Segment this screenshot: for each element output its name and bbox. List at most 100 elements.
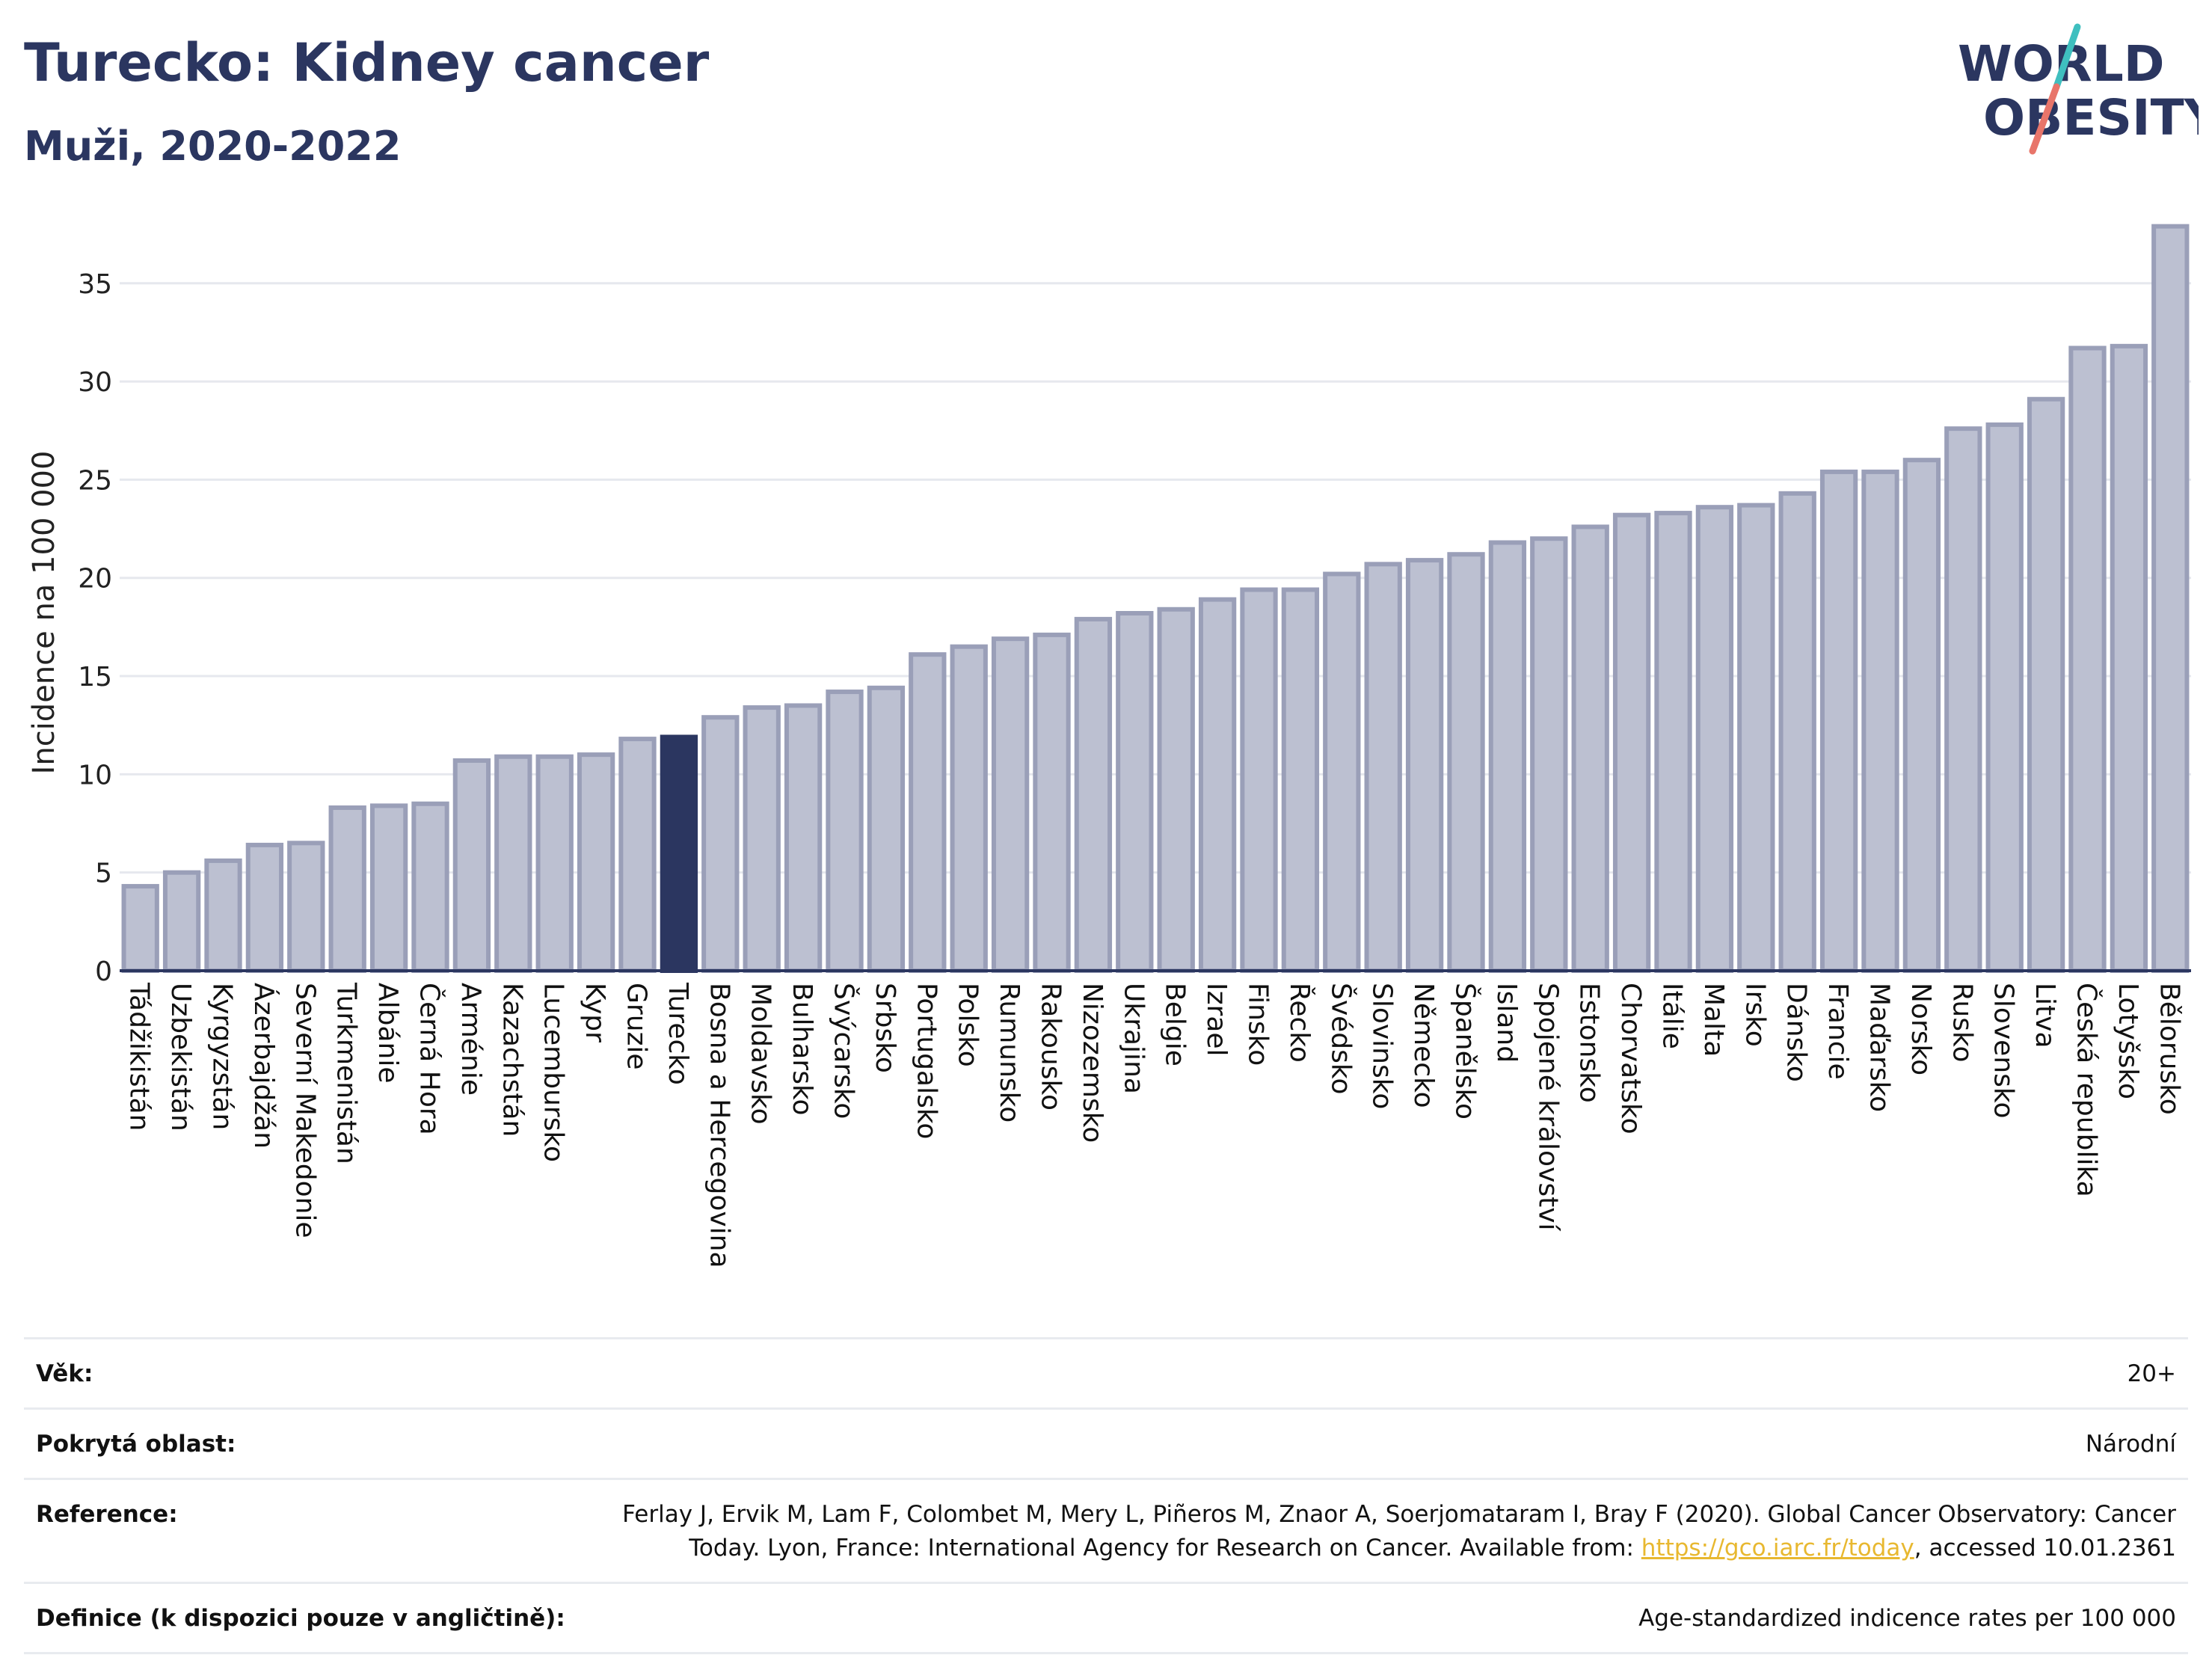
x-tick-label: Slovensko xyxy=(1988,983,2019,1119)
metadata-table: Věk: 20+ Pokrytá oblast: Národní Referen… xyxy=(24,1337,2188,1654)
bar xyxy=(1654,511,1692,973)
x-tick-label: Polsko xyxy=(953,983,983,1067)
bar xyxy=(1033,632,1071,974)
x-tick-label: Belgie xyxy=(1160,983,1191,1066)
bar xyxy=(950,644,988,973)
y-tick-label: 30 xyxy=(78,367,112,398)
y-tick-label: 10 xyxy=(78,760,112,790)
bar xyxy=(618,737,657,973)
x-tick-label: Island xyxy=(1491,983,1522,1063)
x-tick-label: Kyrgyzstán xyxy=(207,983,238,1130)
footer-value-reference: Ferlay J, Ervik M, Lam F, Colombet M, Me… xyxy=(568,1498,2176,1565)
footer-row-coverage: Pokrytá oblast: Národní xyxy=(24,1407,2188,1478)
bar-chart: 0 5 10 15 20 25 30 35 Tádžikistán Uzbekistán Kyrg… xyxy=(27,224,2191,1268)
x-tick-label: Irsko xyxy=(1739,983,1770,1047)
bar xyxy=(452,758,491,973)
bar xyxy=(287,841,325,974)
bar xyxy=(1157,607,1195,973)
x-tick-label: Ázerbajdžán xyxy=(248,983,280,1149)
x-tick-label: Nizozemsko xyxy=(1077,983,1107,1143)
bar xyxy=(991,636,1030,974)
x-tick-label: Švédsko xyxy=(1325,983,1357,1095)
chart-title: Turecko: Kidney cancer xyxy=(24,32,710,93)
bar xyxy=(535,754,574,973)
footer-value-age: 20+ xyxy=(2127,1360,2176,1387)
y-tick-label: 35 xyxy=(78,269,112,300)
x-tick-label: Finsko xyxy=(1243,983,1274,1066)
x-tick-label: Chorvatsko xyxy=(1615,983,1646,1134)
x-tick-label: Německo xyxy=(1408,983,1439,1108)
bar xyxy=(1819,469,1858,974)
x-tick-label: Kypr xyxy=(580,983,610,1043)
bar xyxy=(494,754,532,973)
bar xyxy=(1405,558,1444,974)
x-tick-label: Maďarsko xyxy=(1864,983,1895,1112)
bar xyxy=(1530,536,1568,974)
x-tick-label: Slovinsko xyxy=(1367,983,1398,1109)
bar xyxy=(867,685,906,974)
x-tick-label: Izrael xyxy=(1201,983,1232,1057)
x-tick-label: Švýcarsko xyxy=(829,983,860,1119)
bar xyxy=(245,842,284,973)
x-tick-label: Rakousko xyxy=(1036,983,1066,1111)
x-tick-label: Malta xyxy=(1698,983,1729,1057)
bar xyxy=(1737,503,1775,973)
x-tick-label: Tádžikistán xyxy=(124,982,155,1131)
footer-label-reference: Reference: xyxy=(36,1500,178,1528)
x-tick-label: Francie xyxy=(1822,983,1853,1080)
bar xyxy=(1612,512,1651,973)
x-tick-label: Estonsko xyxy=(1574,983,1605,1103)
footer-value-coverage: Národní xyxy=(2085,1430,2176,1458)
footer-label-coverage: Pokrytá oblast: xyxy=(36,1430,236,1458)
x-tick-label: Rusko xyxy=(1947,983,1977,1063)
bar xyxy=(1281,587,1320,973)
footer-row-age: Věk: 20+ xyxy=(24,1337,2188,1407)
bar xyxy=(328,805,366,974)
bar xyxy=(1364,562,1402,973)
x-tick-label: Kazachstán xyxy=(497,983,527,1137)
bar xyxy=(1778,491,1816,974)
reference-accessed: , accessed 10.01.2361 xyxy=(1914,1534,2176,1562)
bar xyxy=(1985,422,2024,973)
x-tick-label: Bulharsko xyxy=(787,983,817,1116)
footer-label-age: Věk: xyxy=(36,1360,93,1387)
reference-text: Ferlay J, Ervik M, Lam F, Colombet M, Me… xyxy=(622,1500,2176,1562)
x-tick-label: Itálie xyxy=(1657,983,1688,1049)
bar xyxy=(1323,571,1361,974)
bar xyxy=(1116,611,1154,973)
bar xyxy=(369,803,408,973)
bar xyxy=(784,703,823,974)
bar xyxy=(2027,396,2065,973)
y-tick-label: 20 xyxy=(78,564,112,595)
x-tick-label: Turecko xyxy=(663,982,693,1085)
chart-subtitle: Muži, 2020-2022 xyxy=(24,123,402,170)
bar xyxy=(411,801,449,974)
bar xyxy=(1944,426,1982,973)
logo-slash-coral xyxy=(2029,83,2060,155)
y-tick-label: 15 xyxy=(78,662,112,693)
bar xyxy=(826,690,864,973)
x-tick-label: Bělorusko xyxy=(2154,983,2184,1115)
x-tick-label: Bosna a Hercegovina xyxy=(704,983,734,1268)
bar xyxy=(2110,343,2148,973)
bar xyxy=(577,752,615,974)
bars xyxy=(121,224,2190,974)
x-tick-label: Dánsko xyxy=(1781,983,1812,1082)
y-axis-ticks: 0 5 10 15 20 25 30 35 xyxy=(78,269,112,987)
footer-label-definition: Definice (k dispozici pouze v angličtině… xyxy=(36,1604,565,1632)
reference-link[interactable]: https://gco.iarc.fr/today xyxy=(1641,1534,1914,1562)
bar xyxy=(909,652,947,973)
bar xyxy=(1861,469,1899,974)
world-obesity-logo: WORLD OBESITY xyxy=(1958,23,2199,155)
bar xyxy=(2151,224,2190,973)
logo-slash-teal xyxy=(2053,23,2081,90)
bar xyxy=(1571,524,1609,973)
bar xyxy=(1074,616,1113,973)
bar xyxy=(121,884,159,973)
bar xyxy=(1240,587,1278,973)
x-tick-label: Česká republika xyxy=(2071,983,2103,1197)
x-tick-label: Ukrajina xyxy=(1118,983,1149,1094)
footer-row-definition: Definice (k dispozici pouze v angličtině… xyxy=(24,1581,2188,1654)
bar xyxy=(1902,458,1941,973)
x-tick-label: Norsko xyxy=(1905,983,1936,1075)
